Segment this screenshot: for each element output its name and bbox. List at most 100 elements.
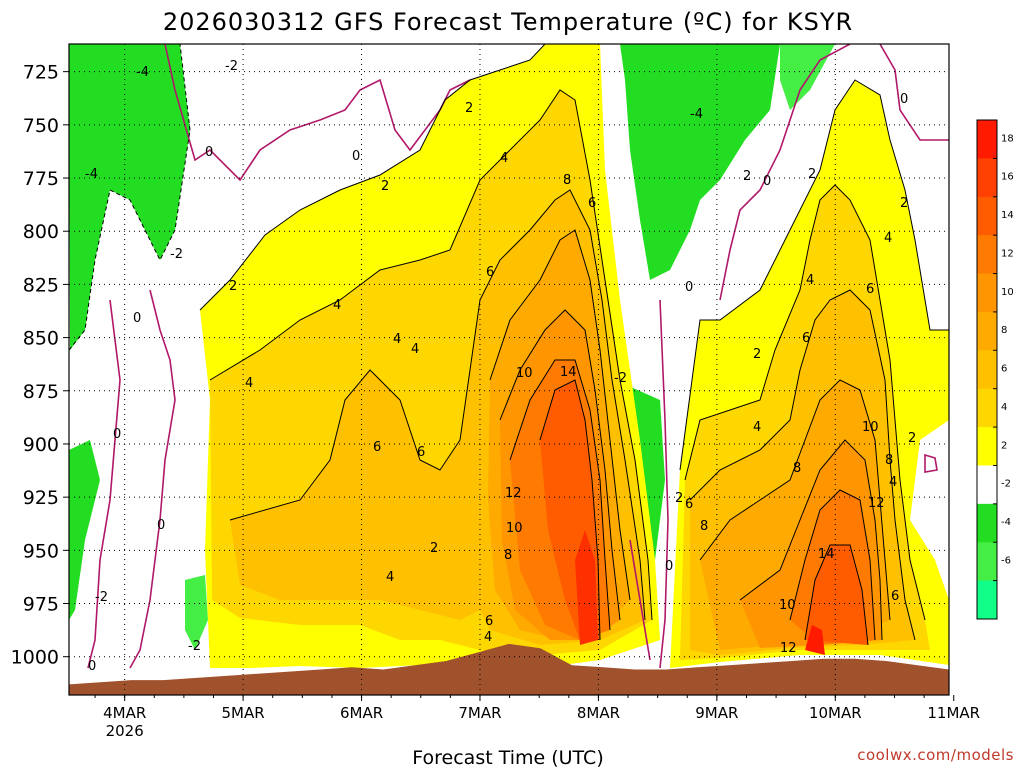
y-tick-label: 800 xyxy=(23,221,59,243)
contour-label: 4 xyxy=(753,420,761,435)
contour-label: -4 xyxy=(85,167,98,182)
terrain-ground xyxy=(69,643,949,695)
contour-label: 8 xyxy=(700,519,708,534)
contour-label: 8 xyxy=(885,453,893,468)
cold-region-left xyxy=(69,44,190,350)
plot-frame xyxy=(68,43,950,696)
contour-label: 4 xyxy=(393,332,401,347)
colorbar-swatch xyxy=(977,196,997,236)
contour-label: 2 xyxy=(381,179,389,194)
contour-label: 0 xyxy=(665,559,673,574)
contour-label: 6 xyxy=(373,440,381,455)
contour-label: -2 xyxy=(188,639,201,654)
colorbar-label: -6 xyxy=(1001,556,1011,567)
colorbar-frame xyxy=(976,119,998,620)
contour-label: 6 xyxy=(486,265,494,280)
contour-label: 6 xyxy=(685,497,693,512)
warm-region-16C xyxy=(575,530,598,645)
contour-label: 4 xyxy=(484,630,492,645)
x-tick-sublabel: 2026 xyxy=(106,722,144,740)
colorbar-swatch xyxy=(977,427,997,466)
contour-label: 10 xyxy=(516,366,533,381)
colorbar-label: 16 xyxy=(1001,172,1014,183)
y-tick-label: 900 xyxy=(23,434,59,456)
colorbar-swatch xyxy=(977,542,997,582)
contour-label: 10 xyxy=(779,598,796,613)
contour-label: 2 xyxy=(908,431,916,446)
contour-label: 4 xyxy=(806,273,814,288)
contour-label: 4 xyxy=(889,475,897,490)
y-tick-label: 750 xyxy=(23,115,59,137)
x-tick-label: 8MAR xyxy=(577,704,620,722)
colorbar-swatch xyxy=(977,388,997,428)
contour-label: 0 xyxy=(900,92,908,107)
contour-label: 12 xyxy=(505,486,522,501)
contour-label: 4 xyxy=(245,376,253,391)
y-tick-label: 825 xyxy=(23,274,59,296)
contour-label: 10 xyxy=(862,420,879,435)
x-tick-label: 7MAR xyxy=(458,704,501,722)
colorbar-label: 10 xyxy=(1001,287,1014,298)
contour-label: 2 xyxy=(753,347,761,362)
contour-label: 2 xyxy=(743,169,751,184)
contour-label: 0 xyxy=(157,518,165,533)
contour-label: 0 xyxy=(763,174,771,189)
y-tick-label: 725 xyxy=(23,62,59,84)
contour-label: 2 xyxy=(229,279,237,294)
contour-label: -2 xyxy=(225,59,238,74)
cold-region-left-pocket xyxy=(185,575,208,650)
contour-label: 6 xyxy=(417,445,425,460)
x-tick-label: 10MAR xyxy=(809,704,862,722)
contour-label: 2 xyxy=(430,541,438,556)
y-axis: 725 750 775 800 825 850 875 900 925 950 975 1000 xyxy=(11,62,69,669)
contour-label: -2 xyxy=(170,247,183,262)
x-tick-label: 4MAR xyxy=(103,704,146,722)
contour-label: 4 xyxy=(333,298,341,313)
contour-label: 2 xyxy=(675,491,683,506)
contour-label: 8 xyxy=(793,461,801,476)
x-axis-label: Forecast Time (UTC) xyxy=(412,747,603,768)
cold-region-right xyxy=(780,44,835,110)
chart-title: 2026030312 GFS Forecast Temperature (ºC)… xyxy=(163,8,853,36)
warm-contours xyxy=(69,44,949,646)
y-tick-label: 875 xyxy=(23,381,59,403)
contour-label: 0 xyxy=(685,280,693,295)
colorbar-label: 6 xyxy=(1001,364,1007,375)
colorbar-swatch xyxy=(977,465,997,505)
contour-label: 2 xyxy=(808,167,816,182)
contour-label: 6 xyxy=(866,282,874,297)
contour-label: 0 xyxy=(205,145,213,160)
plot-area: -4 -4 -4 -2 -2 -2 -2 -2 0 0 0 0 0 0 0 0 … xyxy=(69,44,949,695)
colorbar-swatch xyxy=(977,120,997,159)
y-tick-label: 950 xyxy=(23,540,59,562)
colorbar-legend: 18 16 14 12 10 8 6 4 2 -2 -4 -6 xyxy=(976,119,1014,620)
y-tick-label: 850 xyxy=(23,328,59,350)
contour-label: 4 xyxy=(386,570,394,585)
contour-label: 14 xyxy=(818,547,835,562)
colorbar-swatch xyxy=(977,503,997,543)
colorbar-swatch xyxy=(977,580,997,620)
colorbar-label: -2 xyxy=(1001,479,1011,490)
y-tick-label: 1000 xyxy=(11,647,59,669)
grid-lines xyxy=(69,44,949,695)
colorbar-swatch xyxy=(977,350,997,390)
colorbar-swatch xyxy=(977,235,997,275)
contour-label: 4 xyxy=(884,231,892,246)
contour-label: 0 xyxy=(88,659,96,674)
contour-label: 6 xyxy=(485,614,493,629)
contour-label: -2 xyxy=(614,371,627,386)
contour-label: 4 xyxy=(500,151,508,166)
contour-label: 12 xyxy=(780,641,797,656)
contour-label: 2 xyxy=(465,101,473,116)
x-tick-label: 11MAR xyxy=(927,704,980,722)
y-tick-label: 975 xyxy=(23,594,59,616)
contour-label: 0 xyxy=(133,311,141,326)
x-tick-label: 5MAR xyxy=(222,704,265,722)
colorbar-label: 8 xyxy=(1001,325,1007,336)
contour-label: 8 xyxy=(563,173,571,188)
contour-label: 6 xyxy=(588,196,596,211)
colorbar-label: 14 xyxy=(1001,210,1014,221)
x-tick-label: 6MAR xyxy=(340,704,383,722)
credit-text: coolwx.com/models xyxy=(857,746,1014,764)
